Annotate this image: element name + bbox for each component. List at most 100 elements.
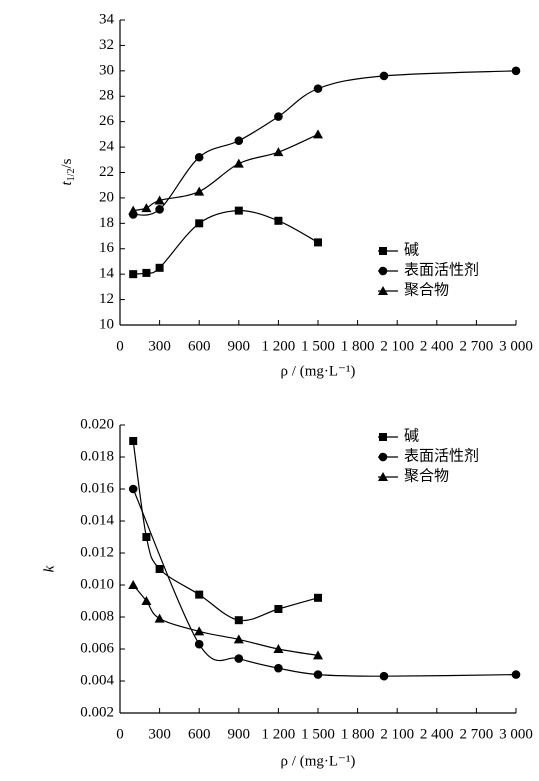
marker: [314, 238, 322, 247]
y-tick-label: 0.010: [80, 576, 114, 592]
x-tick-label: 3 000: [499, 726, 533, 742]
marker: [234, 654, 244, 663]
marker: [274, 112, 283, 121]
y-axis-label: t1/2/s: [59, 158, 77, 185]
marker: [511, 670, 521, 679]
y-tick-label: 0.006: [80, 640, 114, 656]
x-tick-label: 300: [148, 338, 171, 354]
marker: [234, 136, 244, 146]
legend-label: 表面活性剂: [404, 261, 479, 278]
marker: [274, 605, 283, 613]
legend-marker: [378, 286, 388, 295]
series-line: [132, 488, 517, 677]
legend-marker: [378, 452, 388, 462]
y-tick-label: 18: [99, 215, 114, 231]
x-axis-label: ρ / (mg·L⁻¹): [281, 363, 356, 379]
marker: [142, 268, 151, 277]
marker: [233, 634, 244, 644]
x-tick-label: 2 100: [380, 726, 414, 742]
x-tick-label: 900: [228, 726, 251, 742]
x-tick-label: 1 800: [341, 338, 375, 354]
marker: [234, 616, 243, 625]
marker: [313, 670, 323, 679]
x-tick-label: 0: [116, 338, 124, 354]
y-tick-label: 0.014: [80, 512, 114, 528]
y-tick-label: 0.018: [80, 448, 114, 464]
legend-label: 表面活性剂: [404, 447, 479, 464]
marker: [274, 216, 283, 225]
marker: [194, 186, 205, 196]
marker: [379, 71, 389, 81]
marker: [313, 129, 323, 139]
legend-label: 聚合物: [404, 281, 449, 298]
legend-marker: [378, 266, 388, 276]
y-tick-label: 10: [99, 316, 114, 332]
y-tick-label: 24: [99, 139, 115, 155]
x-tick-label: 1 500: [301, 338, 335, 354]
marker: [155, 263, 164, 272]
y-tick-label: 0.002: [80, 704, 114, 720]
y-tick-label: 0.004: [80, 672, 114, 688]
legend-label: 聚合物: [404, 467, 449, 484]
y-label-unit: /s: [59, 158, 75, 168]
x-tick-label: 1 500: [301, 726, 335, 742]
marker: [142, 533, 151, 541]
marker: [313, 84, 323, 93]
marker: [234, 206, 243, 215]
legend-label: 碱: [404, 427, 419, 444]
marker: [195, 219, 204, 228]
marker: [128, 484, 138, 494]
y-tick-label: 30: [99, 62, 114, 78]
marker: [129, 270, 138, 279]
series-line: [132, 440, 319, 622]
y-axis-label: k: [41, 565, 57, 572]
y-tick-label: 20: [99, 189, 114, 205]
y-tick-label: 28: [99, 88, 114, 104]
y-tick-label: 0.020: [80, 416, 114, 432]
x-tick-label: 600: [188, 338, 211, 354]
y-label-sub: 1/2: [66, 169, 77, 182]
x-tick-label: 600: [188, 726, 211, 742]
marker: [128, 205, 139, 215]
y-tick-label: 0.016: [80, 480, 114, 496]
x-tick-label: 2 400: [420, 338, 454, 354]
marker: [233, 158, 244, 168]
marker: [194, 626, 205, 636]
marker: [154, 195, 165, 205]
y-tick-label: 34: [99, 11, 115, 27]
marker: [128, 580, 139, 589]
legend-marker: [379, 433, 387, 441]
marker: [141, 596, 152, 605]
y-tick-label: 26: [99, 113, 115, 129]
x-tick-label: 2 100: [380, 338, 414, 354]
marker: [313, 650, 323, 660]
marker: [194, 152, 204, 162]
x-tick-label: 2 700: [460, 338, 494, 354]
x-tick-label: 2 700: [460, 726, 494, 742]
y-tick-label: 32: [99, 37, 114, 53]
x-tick-label: 1 200: [262, 726, 296, 742]
marker: [379, 671, 389, 681]
y-tick-label: 16: [99, 240, 115, 256]
y-tick-label: 0.008: [80, 608, 114, 624]
y-label-main: t: [59, 180, 75, 185]
x-axis-label: ρ / (mg·L⁻¹): [281, 753, 356, 769]
marker: [129, 437, 138, 445]
y-tick-label: 12: [99, 291, 114, 307]
marker: [141, 203, 152, 213]
marker: [314, 593, 322, 602]
marker: [274, 663, 283, 673]
y-tick-label: 0.012: [80, 544, 114, 560]
legend-marker: [379, 247, 387, 255]
marker: [273, 644, 284, 653]
marker: [155, 565, 164, 573]
marker: [195, 590, 204, 599]
marker: [273, 147, 284, 157]
legend-marker: [378, 472, 388, 481]
marker: [154, 613, 165, 623]
y-tick-label: 14: [99, 266, 115, 282]
x-tick-label: 2 400: [420, 726, 454, 742]
marker: [194, 639, 204, 649]
